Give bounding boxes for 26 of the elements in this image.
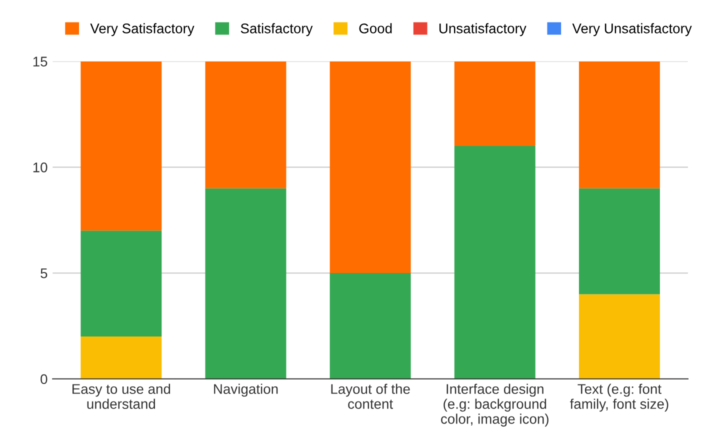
x-tick-label: Easy to use and understand: [72, 384, 170, 409]
bar: [454, 146, 536, 379]
bar: [80, 336, 162, 379]
y-tick-label: 0: [40, 374, 48, 384]
bar: [578, 61, 660, 188]
legend-label: Unsatisfactory: [439, 23, 526, 36]
bar: [454, 61, 536, 146]
bar: [330, 273, 411, 379]
y-tick-label: 10: [33, 162, 48, 172]
bar: [330, 61, 411, 274]
legend-label: Very Unsatisfactory: [572, 23, 692, 36]
bar: [205, 188, 286, 379]
legend-label: Good: [359, 23, 392, 34]
legend-label: Satisfactory: [240, 23, 313, 36]
x-tick-label: Navigation: [214, 384, 278, 397]
bar: [578, 188, 660, 294]
bar: [205, 61, 286, 188]
y-tick-label: 5: [40, 268, 48, 278]
legend-label: Very Satisfactory: [90, 23, 194, 36]
y-tick-label: 15: [33, 56, 48, 66]
bar: [80, 61, 162, 231]
x-tick-label: Text (e.g: font family, font size): [570, 384, 668, 412]
bar: [578, 294, 660, 379]
x-tick-label: Interface design (e.g: background color, image icon): [441, 384, 548, 427]
x-tick-label: Layout of the content: [331, 384, 410, 409]
bar: [80, 230, 162, 337]
